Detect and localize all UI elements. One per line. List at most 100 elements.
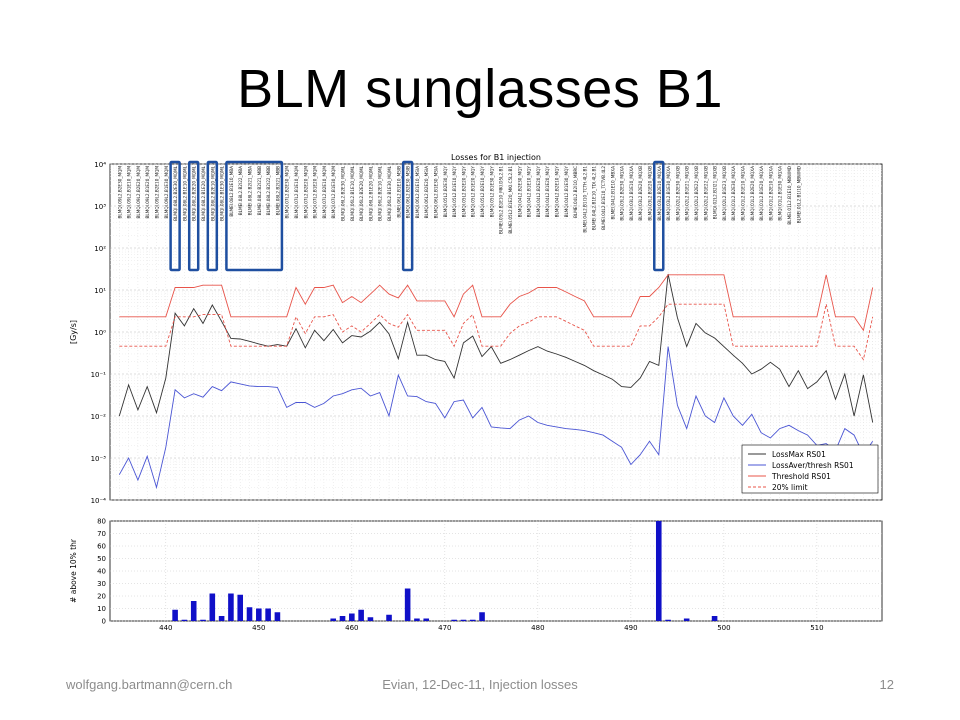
monitor-label: BLMQI.05L2.B1E30_MQY (489, 166, 494, 218)
monitor-label: BLMQI.03L2.B2E10_MQXA (657, 166, 662, 221)
bar (339, 616, 346, 621)
bar-y-tick-label: 80 (97, 518, 106, 526)
monitor-label: BLMQI.01L2.B1E20_MQXA (759, 166, 764, 221)
x-tick-label: 500 (717, 624, 730, 632)
monitor-label: BLMQI.07L2.B2E30_MQM (285, 166, 290, 219)
bar (460, 619, 467, 621)
bar-y-tick-label: 10 (97, 605, 106, 613)
monitor-label: BLMQI.07L2.B1E30_MQM (331, 166, 336, 219)
monitor-label: BLMQI.08L2.B2E10_MQML (210, 165, 215, 220)
highlight-box (187, 160, 200, 272)
monitor-label: BLMQI.01L2.B2E20_MQXA (750, 166, 755, 221)
monitor-label: BLMQI.04L2.B1E10_MQY (527, 166, 532, 218)
monitor-label: BLMEI.04L2.B1E10_TDI.4L2.B1 (592, 166, 597, 231)
monitor-label: BLMQI.03L2.B2E30_MQXA (620, 166, 625, 221)
bar (218, 616, 225, 621)
monitor-label: BLMQI.06L2.B2E30_MSIB (406, 166, 411, 218)
monitor-label: BLMQI.09L2.B1E10_MQM (127, 166, 132, 219)
legend-box (741, 444, 879, 494)
monitor-label: BLMQI.07L2.B2E20_MQM (303, 166, 308, 219)
bar (683, 618, 690, 621)
bar (172, 609, 178, 621)
monitor-label: BLMQI.09L2.B1E30_MQM (164, 166, 169, 219)
monitor-label: BLMQI.04L2.B2E30_MQY (517, 166, 522, 218)
bar-y-tick-label: 20 (97, 593, 106, 601)
monitor-label: BLMEI.08L2.B2I21_MBB (275, 166, 280, 215)
monitor-label: BLMQI.06L2.B1E30_MQML (387, 165, 392, 220)
bar-y-axis-label: # above 10% thr (70, 538, 78, 603)
bar (330, 618, 337, 621)
monitor-label: BLMQI.08L2.B2E30_MQML (173, 165, 178, 220)
monitor-label: BLMQI.05L2.B2E20_MQY (461, 166, 466, 218)
y-tick-label: 10² (94, 245, 106, 253)
figure: 10⁻⁴ 10⁻³ 10⁻² 10⁻¹ 10⁰ 10¹ 10² 10³ 10⁴ Losses fo… (69, 150, 890, 640)
monitor-label: BLMQI.06L2.B2E20_MQML (359, 165, 364, 220)
monitor-label: BLMQI.07L2.B2E10_MQM (322, 166, 327, 219)
bar (404, 588, 411, 621)
y-axis-label: [Gy/s] (70, 320, 78, 344)
monitor-label: BLMQI.07L2.B1E20_MQM (313, 166, 318, 219)
monitor-label: BLMQI.09L2.B2E20_MQM (136, 166, 141, 219)
bar (190, 601, 197, 621)
monitor-label: BLMQI.04L2.B1E20_MQY (545, 166, 550, 218)
monitor-label: BLMQI.02L2.B1E22_MQXB (703, 166, 708, 221)
monitor-label: BLMQI.06L2.B1E10_MQML (350, 165, 355, 220)
monitor-label: BLMQI.04L2.B1E30_MQY (564, 166, 569, 218)
monitor-label: BLMQI.04L2.B2E20_MQY (536, 166, 541, 218)
x-tick-label: 480 (531, 624, 544, 632)
x-tick-label: 470 (438, 624, 451, 632)
monitor-label: BLMEI.01L2.B1I10_MBWMD (796, 166, 801, 223)
bar-y-tick-label: 40 (97, 568, 106, 576)
legend-label: LossMax RS01 (772, 450, 826, 459)
bar (181, 619, 188, 621)
chart-title: Losses for B1 injection (451, 153, 541, 162)
monitor-label: BLMQI.08L2.B2E20_MQML (192, 165, 197, 220)
monitor-label: BLMQI.07L2.B1E10_MQM (294, 166, 299, 219)
monitor-label: BLMQI.09L2.B1E20_MQM (145, 166, 150, 219)
monitor-label: BLMQI.09L2.B2E30_MQM (117, 166, 122, 219)
page-number: 12 (879, 677, 894, 692)
monitor-label: BLMQI.05L2.B2E10_MQY (480, 166, 485, 218)
bar (386, 614, 392, 621)
x-tick-label: 510 (810, 624, 823, 632)
highlight-box (653, 160, 665, 272)
bar (246, 607, 253, 621)
monitor-label: BLMQI.09L2.B2E10_MQM (155, 166, 160, 219)
x-tick-label: 440 (159, 624, 172, 632)
monitor-label: BLMQI.08L2.B1E10_MQML (182, 165, 187, 220)
monitor-label: BLMEI.05L2.B1E10_MKI.D5L2.B1 (499, 166, 504, 234)
series-line-20-limit (119, 303, 874, 361)
y-tick-label: 10⁻¹ (91, 371, 107, 379)
bar (711, 616, 718, 621)
monitor-label: BLMQI.02L2.B1E21_MQXB (685, 166, 690, 221)
monitor-label: BLMEI.05L2.B1E20_MKI.C5L2.B1 (508, 166, 513, 234)
bar (200, 619, 206, 621)
bar-y-tick-label: 50 (97, 555, 106, 563)
legend-label: LossAver/thresh RS01 (772, 461, 854, 470)
monitor-label: BLMQI.08L2.B1E30_MQML (220, 165, 225, 220)
monitor-label: BLMQI.08L2.B1E20_MQML (201, 165, 206, 220)
monitor-label: BLMEI.04L2.B1E10_MBXA (610, 166, 615, 220)
series-line-lossaver-thresh-rs01 (118, 346, 874, 490)
monitor-label: BLMQI.01L2.B2E30_MQXA (731, 166, 736, 221)
monitor-label: BLMQI.03L2.B1E20_MQXB (647, 166, 652, 221)
monitor-label: BLMQI.04L2.B2E10_MQY (554, 166, 559, 218)
monitor-label: BLMQI.02L2.B1E23_MQXB (722, 166, 727, 221)
monitor-label: BLMQI.03L2.B2E20_MQXB (638, 166, 643, 221)
monitor-label: BLMQI.01L2.B2E10_MQXA (768, 166, 773, 221)
y-tick-label: 10⁻³ (91, 455, 107, 463)
bar (665, 619, 671, 621)
counts-chart: 0 10 20 30 40 50 60 70 80 440 450 460 470 480 490 500 51… (69, 518, 883, 632)
bar (423, 618, 430, 621)
monitor-label: BLMEI.04L2.B1I10_TCTH.4L2.B1 (582, 166, 587, 233)
bar (274, 612, 281, 621)
bar (479, 612, 485, 621)
monitor-label: BLMQI.05L2.B1E20_MQY (471, 166, 476, 218)
bar (237, 594, 244, 621)
x-tick-label: 490 (624, 624, 637, 632)
bar (367, 617, 374, 621)
y-tick-label: 10⁻⁴ (91, 497, 107, 505)
monitor-label: BLMEI.08L2.B2I21_MBA (248, 166, 253, 215)
footer-email: wolfgang.bartmann@cern.ch (66, 677, 233, 692)
monitor-label: BLMEI.06L2.B1E10_MSIB (396, 166, 401, 218)
